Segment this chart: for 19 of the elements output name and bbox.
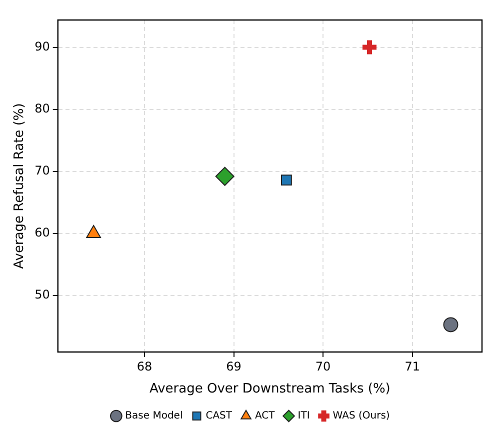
point bbox=[215, 166, 234, 186]
x-axis-title: Average Over Downstream Tasks (%) bbox=[149, 382, 390, 397]
y-axis-title: Average Refusal Rate (%) bbox=[12, 103, 28, 269]
y-tick-label: 60 bbox=[34, 226, 50, 240]
legend-label: ITI bbox=[298, 410, 310, 422]
y-tick-label: 50 bbox=[34, 288, 50, 302]
x-tick-label: 71 bbox=[404, 359, 420, 374]
x-tick-label: 70 bbox=[315, 359, 331, 374]
legend-label: Base Model bbox=[125, 410, 183, 422]
legend-label: CAST bbox=[206, 410, 233, 422]
point bbox=[281, 174, 292, 186]
legend-label: WAS (Ours) bbox=[332, 410, 390, 422]
y-tick-label: 90 bbox=[34, 39, 50, 54]
y-tick-label: 80 bbox=[34, 101, 50, 116]
x-tick-label: 68 bbox=[136, 359, 152, 374]
legend-label: ACT bbox=[255, 410, 276, 422]
point bbox=[443, 317, 458, 332]
x-tick-label: 69 bbox=[226, 359, 242, 374]
y-tick-label: 70 bbox=[34, 164, 50, 178]
